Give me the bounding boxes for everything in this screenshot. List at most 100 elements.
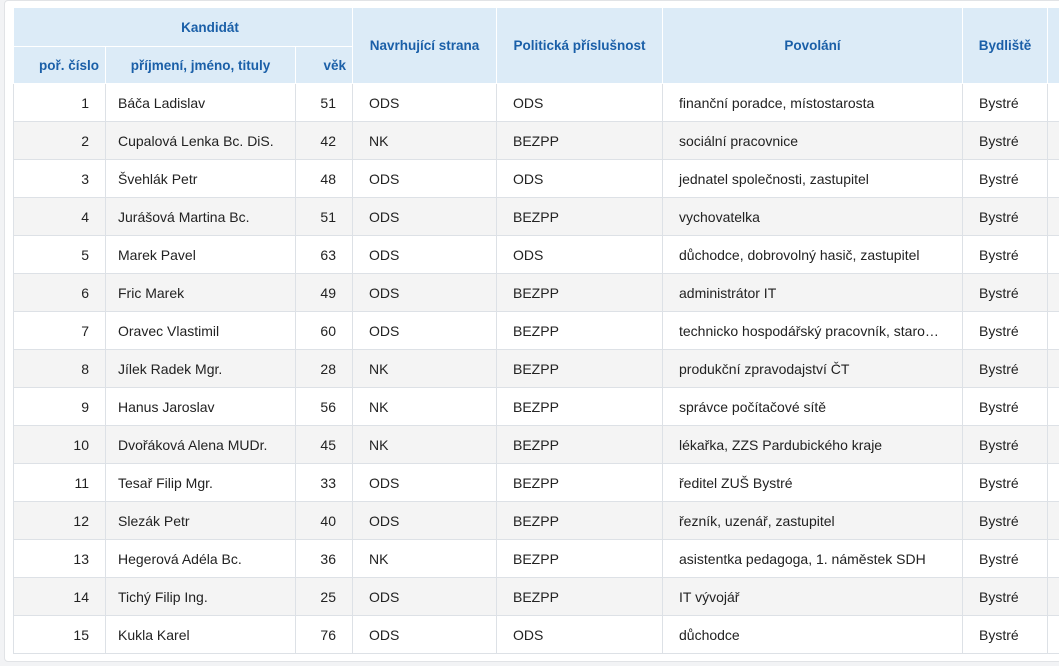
table-row[interactable]: 10 Dvořáková Alena MUDr. 45 NK BEZPP lékařka,…	[13, 425, 1059, 464]
cell-party: ODS	[352, 197, 497, 236]
table-header: Kandidát Navrhující strana Politická pří…	[13, 7, 1059, 84]
cell-party: ODS	[352, 577, 497, 616]
cell-overflow	[1047, 273, 1059, 312]
cell-name: Cupalová Lenka Bc. DiS.	[105, 121, 296, 160]
cell-affiliation: BEZPP	[496, 311, 663, 350]
header-number[interactable]: poř. číslo	[13, 46, 106, 84]
cell-age: 48	[295, 159, 353, 198]
cell-residence: Bystré	[962, 121, 1048, 160]
cell-occupation: produkční zpravodajství ČT	[662, 349, 963, 388]
cell-affiliation: BEZPP	[496, 425, 663, 464]
cell-number: 11	[13, 463, 106, 502]
header-affiliation[interactable]: Politická příslušnost	[496, 7, 663, 84]
cell-affiliation: BEZPP	[496, 501, 663, 540]
cell-number: 2	[13, 121, 106, 160]
cell-residence: Bystré	[962, 425, 1048, 464]
cell-name: Hanus Jaroslav	[105, 387, 296, 426]
cell-occupation: řezník, uzenář, zastupitel	[662, 501, 963, 540]
table-row[interactable]: 6 Fric Marek 49 ODS BEZPP administrátor IT Bys…	[13, 273, 1059, 312]
header-occupation[interactable]: Povolání	[662, 7, 963, 84]
cell-number: 10	[13, 425, 106, 464]
cell-residence: Bystré	[962, 349, 1048, 388]
results-card: Kandidát Navrhující strana Politická pří…	[4, 0, 1059, 662]
cell-residence: Bystré	[962, 463, 1048, 502]
cell-occupation: administrátor IT	[662, 273, 963, 312]
cell-age: 76	[295, 615, 353, 654]
cell-overflow	[1047, 121, 1059, 160]
cell-name: Fric Marek	[105, 273, 296, 312]
cell-overflow	[1047, 577, 1059, 616]
cell-age: 33	[295, 463, 353, 502]
candidates-table: Kandidát Navrhující strana Politická pří…	[13, 7, 1059, 654]
cell-age: 28	[295, 349, 353, 388]
table-row[interactable]: 2 Cupalová Lenka Bc. DiS. 42 NK BEZPP sociáln…	[13, 121, 1059, 160]
cell-occupation: důchodce	[662, 615, 963, 654]
cell-party: ODS	[352, 463, 497, 502]
cell-name: Hegerová Adéla Bc.	[105, 539, 296, 578]
header-residence[interactable]: Bydliště	[962, 7, 1048, 84]
cell-number: 13	[13, 539, 106, 578]
cell-overflow	[1047, 349, 1059, 388]
table-container: Kandidát Navrhující strana Politická pří…	[13, 7, 1059, 654]
table-row[interactable]: 14 Tichý Filip Ing. 25 ODS BEZPP IT vývojář By…	[13, 577, 1059, 616]
cell-residence: Bystré	[962, 539, 1048, 578]
cell-affiliation: BEZPP	[496, 387, 663, 426]
cell-age: 60	[295, 311, 353, 350]
cell-number: 9	[13, 387, 106, 426]
cell-affiliation: ODS	[496, 615, 663, 654]
table-row[interactable]: 1 Báča Ladislav 51 ODS ODS finanční poradce, …	[13, 83, 1059, 122]
cell-age: 63	[295, 235, 353, 274]
cell-residence: Bystré	[962, 501, 1048, 540]
cell-residence: Bystré	[962, 387, 1048, 426]
cell-affiliation: BEZPP	[496, 463, 663, 502]
table-row[interactable]: 12 Slezák Petr 40 ODS BEZPP řezník, uzenář, z…	[13, 501, 1059, 540]
cell-name: Kukla Karel	[105, 615, 296, 654]
cell-party: NK	[352, 539, 497, 578]
cell-overflow	[1047, 501, 1059, 540]
header-age[interactable]: věk	[295, 46, 353, 84]
cell-overflow	[1047, 387, 1059, 426]
cell-overflow	[1047, 615, 1059, 654]
table-row[interactable]: 5 Marek Pavel 63 ODS ODS důchodce, dobrovolný…	[13, 235, 1059, 274]
cell-residence: Bystré	[962, 159, 1048, 198]
cell-name: Báča Ladislav	[105, 83, 296, 122]
table-row[interactable]: 13 Hegerová Adéla Bc. 36 NK BEZPP asistentka …	[13, 539, 1059, 578]
cell-name: Tesař Filip Mgr.	[105, 463, 296, 502]
cell-overflow	[1047, 311, 1059, 350]
header-name[interactable]: příjmení, jméno, tituly	[105, 46, 296, 84]
cell-affiliation: BEZPP	[496, 577, 663, 616]
cell-number: 8	[13, 349, 106, 388]
cell-affiliation: BEZPP	[496, 349, 663, 388]
cell-occupation: jednatel společnosti, zastupitel	[662, 159, 963, 198]
cell-party: NK	[352, 387, 497, 426]
table-row[interactable]: 4 Jurášová Martina Bc. 51 ODS BEZPP vychovate…	[13, 197, 1059, 236]
cell-occupation: finanční poradce, místostarosta	[662, 83, 963, 122]
cell-overflow	[1047, 463, 1059, 502]
table-row[interactable]: 15 Kukla Karel 76 ODS ODS důchodce Bystré	[13, 615, 1059, 654]
cell-age: 36	[295, 539, 353, 578]
cell-affiliation: ODS	[496, 159, 663, 198]
cell-party: NK	[352, 121, 497, 160]
table-row[interactable]: 7 Oravec Vlastimil 60 ODS BEZPP technicko hos…	[13, 311, 1059, 350]
cell-residence: Bystré	[962, 273, 1048, 312]
cell-party: ODS	[352, 273, 497, 312]
cell-overflow	[1047, 83, 1059, 122]
table-row[interactable]: 3 Švehlák Petr 48 ODS ODS jednatel společnost…	[13, 159, 1059, 198]
cell-occupation: asistentka pedagoga, 1. náměstek SDH	[662, 539, 963, 578]
table-row[interactable]: 11 Tesař Filip Mgr. 33 ODS BEZPP ředitel ZUŠ …	[13, 463, 1059, 502]
cell-number: 1	[13, 83, 106, 122]
cell-name: Dvořáková Alena MUDr.	[105, 425, 296, 464]
cell-occupation: IT vývojář	[662, 577, 963, 616]
cell-name: Oravec Vlastimil	[105, 311, 296, 350]
cell-party: NK	[352, 349, 497, 388]
cell-name: Švehlák Petr	[105, 159, 296, 198]
cell-affiliation: BEZPP	[496, 539, 663, 578]
cell-residence: Bystré	[962, 83, 1048, 122]
header-party[interactable]: Navrhující strana	[352, 7, 497, 84]
table-row[interactable]: 9 Hanus Jaroslav 56 NK BEZPP správce počítačo…	[13, 387, 1059, 426]
cell-party: ODS	[352, 501, 497, 540]
cell-party: ODS	[352, 311, 497, 350]
cell-overflow	[1047, 539, 1059, 578]
table-row[interactable]: 8 Jílek Radek Mgr. 28 NK BEZPP produkční zpra…	[13, 349, 1059, 388]
cell-occupation: ředitel ZUŠ Bystré	[662, 463, 963, 502]
